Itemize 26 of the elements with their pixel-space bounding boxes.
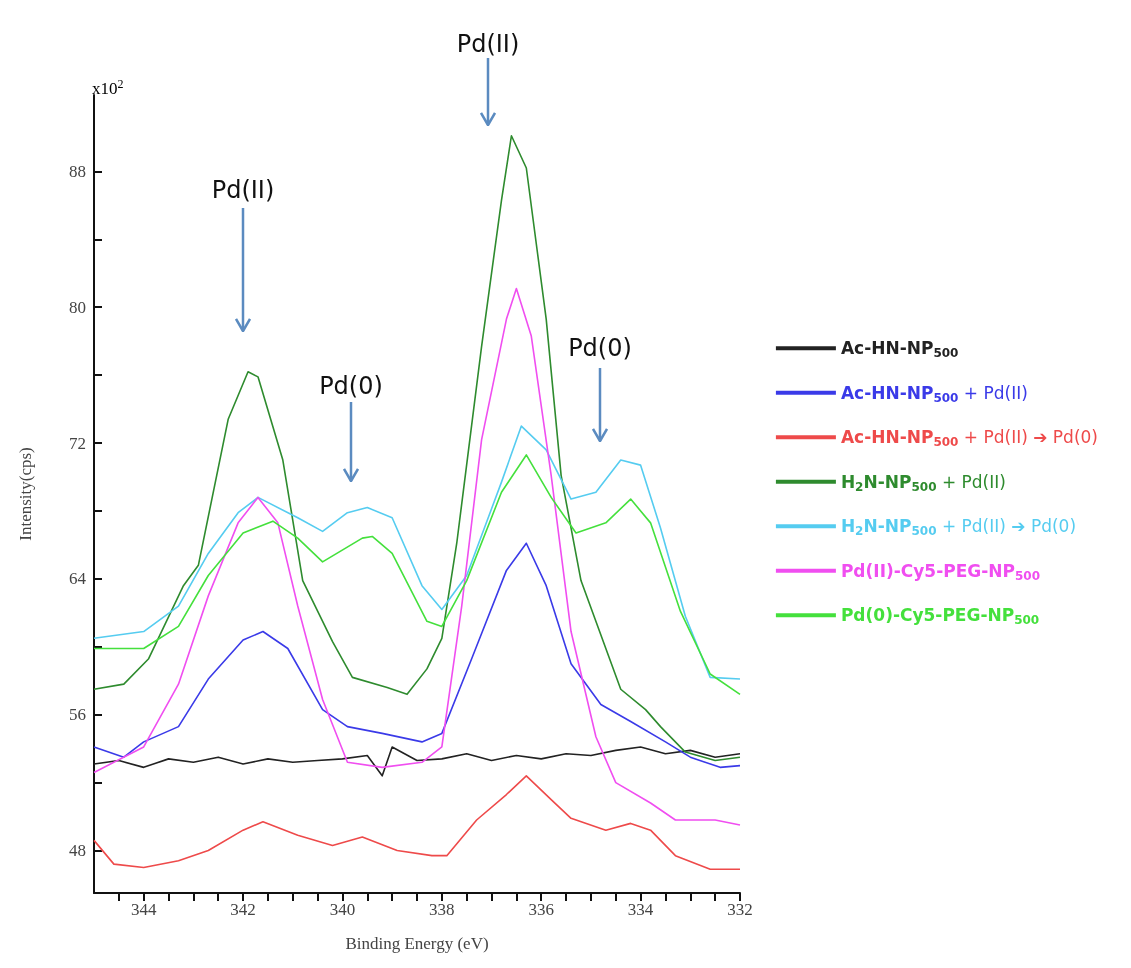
- y-tick-label: 64: [69, 569, 87, 589]
- x-tick-label: 336: [528, 900, 554, 919]
- x-tick-label: 332: [727, 900, 753, 919]
- y-tick-label: 56: [69, 705, 86, 725]
- y-tick-label: 88: [69, 161, 86, 181]
- x-axis-title: Binding Energy (eV): [345, 934, 489, 953]
- annotation: Pd(II): [210, 176, 276, 204]
- line-series: [93, 775, 741, 871]
- text: Pd(II): [455, 30, 521, 58]
- x-tick-label: 340: [329, 900, 356, 919]
- annotation: Pd(0): [318, 372, 384, 400]
- line-series: [93, 425, 741, 680]
- line-series: [93, 454, 741, 696]
- line-series: [93, 287, 741, 826]
- y-axis-title: Intensity(cps): [16, 447, 35, 541]
- y-tick-label: 48: [69, 841, 86, 861]
- line-series: [93, 134, 741, 762]
- y-tick-label: 72: [69, 433, 86, 453]
- y-tick-label: 80: [69, 297, 86, 317]
- x-tick-label: 334: [627, 900, 654, 919]
- x-tick-label: 344: [130, 900, 157, 919]
- annotation: Pd(0): [567, 334, 633, 362]
- line-series: [93, 746, 741, 777]
- x-tick-label: 342: [230, 900, 256, 919]
- x-tick-label: 338: [429, 900, 455, 919]
- line-series: [93, 542, 741, 769]
